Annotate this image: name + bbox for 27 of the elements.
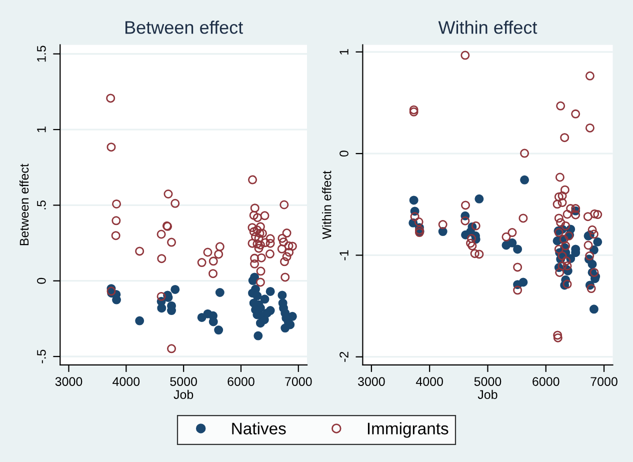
x-tick-label: 6000	[228, 377, 254, 386]
chart-title: Between effect	[125, 20, 244, 34]
legend-label: Natives	[232, 422, 286, 434]
x-tick-label: 5000	[474, 377, 502, 386]
y-tick-label: .5	[37, 200, 46, 210]
chart-title: Within effect	[438, 20, 538, 34]
legend-label: Immigrants	[368, 422, 448, 438]
y-tick-label: -1	[340, 250, 348, 260]
y-tick-label: -2	[340, 352, 348, 362]
x-tick-label: 3000	[358, 377, 385, 386]
x-tick-label: 7000	[285, 377, 312, 386]
y-tick-label: 1.5	[37, 46, 46, 62]
x-tick-label: 3000	[55, 377, 82, 386]
x-tick-label: 6000	[532, 377, 560, 386]
y-tick-label: -.5	[37, 350, 46, 364]
x-axis-title: Job	[478, 390, 498, 400]
x-tick-label: 5000	[170, 377, 197, 386]
x-tick-label: 4000	[112, 377, 140, 386]
x-tick-label: 7000	[590, 377, 618, 386]
y-tick-label: 1	[37, 126, 46, 132]
y-tick-label: 1	[340, 49, 348, 54]
y-tick-label: 0	[37, 278, 46, 284]
x-axis-title: Job	[174, 390, 194, 400]
x-tick-label: 4000	[416, 377, 443, 386]
y-axis-title: Between effect	[19, 164, 29, 246]
y-tick-label: 0	[340, 150, 348, 157]
y-axis-title: Within effect	[322, 170, 332, 240]
